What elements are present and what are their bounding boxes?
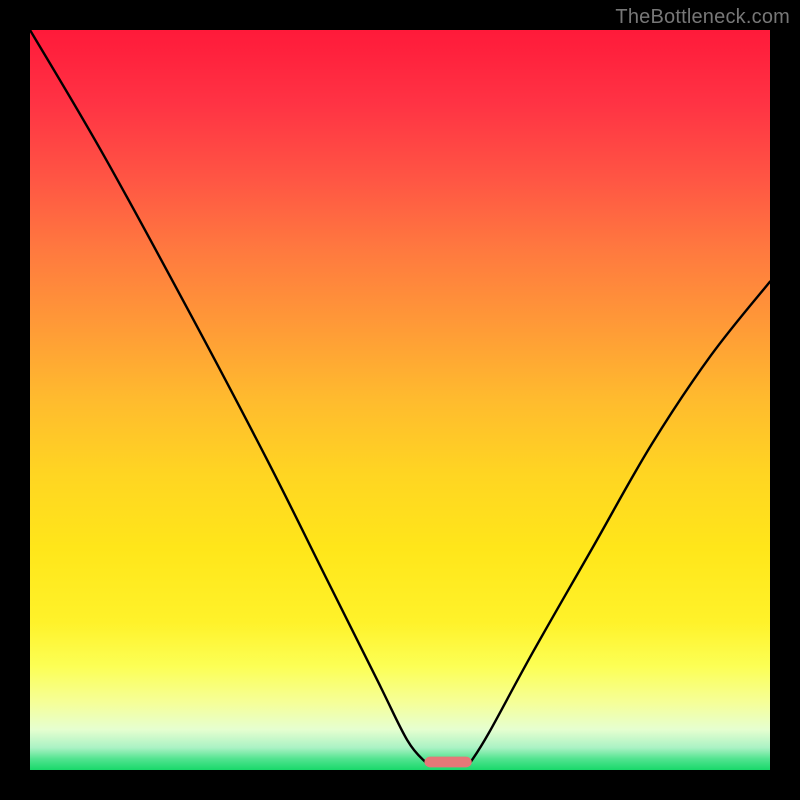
optimal-range-marker — [424, 757, 471, 768]
bottleneck-chart-svg — [0, 0, 800, 800]
chart-container: TheBottleneck.com — [0, 0, 800, 800]
watermark-text: TheBottleneck.com — [615, 6, 790, 29]
plot-gradient-area — [30, 30, 770, 770]
